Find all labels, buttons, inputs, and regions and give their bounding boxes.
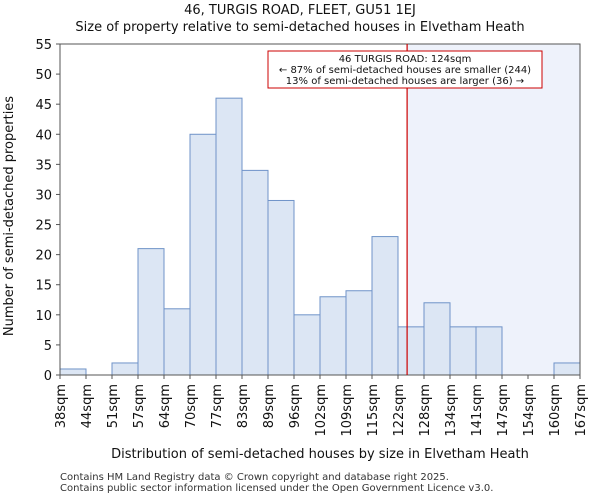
y-tick-label-40: 40: [35, 128, 52, 143]
x-tick-label-167sqm: 167sqm: [574, 384, 589, 437]
bar-160sqm: [553, 362, 581, 376]
x-tick-label-109sqm: 109sqm: [340, 384, 355, 437]
x-tick-label-96sqm: 96sqm: [288, 384, 303, 428]
y-tick-label-25: 25: [35, 219, 52, 234]
bar-122sqm: [397, 326, 425, 376]
bar-64sqm: [163, 308, 191, 376]
x-tick-label-64sqm: 64sqm: [158, 384, 173, 428]
y-tick-label-55: 55: [35, 38, 52, 53]
bar-141sqm: [475, 326, 503, 376]
x-tick-label-38sqm: 38sqm: [54, 384, 69, 428]
y-axis-label: Number of semi-detached properties: [2, 96, 17, 336]
annotation-line-3: 13% of semi-detached houses are larger (…: [286, 76, 524, 87]
y-tick-label-50: 50: [35, 68, 52, 83]
annotation-line-1: 46 TURGIS ROAD: 124sqm: [339, 54, 472, 65]
x-tick-label-83sqm: 83sqm: [236, 384, 251, 428]
x-tick-label-102sqm: 102sqm: [314, 384, 329, 437]
x-tick-label-70sqm: 70sqm: [184, 384, 199, 428]
x-axis-label: Distribution of semi-detached houses by …: [111, 447, 529, 462]
bar-38sqm: [59, 368, 87, 376]
x-tick-label-154sqm: 154sqm: [522, 384, 537, 437]
annotation-box: [267, 50, 543, 89]
y-tick-label-30: 30: [35, 188, 52, 203]
footer-line-1: Contains HM Land Registry data © Crown c…: [60, 472, 449, 483]
x-tick-label-128sqm: 128sqm: [418, 384, 433, 437]
x-tick-label-57sqm: 57sqm: [132, 384, 147, 428]
bar-57sqm: [137, 248, 165, 376]
y-tick-label-0: 0: [44, 369, 52, 384]
bar-83sqm: [241, 169, 269, 376]
bar-51sqm: [111, 362, 139, 376]
chart-title: 46, TURGIS ROAD, FLEET, GU51 1EJ: [184, 3, 416, 18]
y-tick-label-10: 10: [35, 309, 52, 324]
bar-128sqm: [423, 302, 451, 376]
x-tick-label-89sqm: 89sqm: [262, 384, 277, 428]
y-tick-label-45: 45: [35, 98, 52, 113]
y-tick-label-20: 20: [35, 249, 52, 264]
x-tick-label-77sqm: 77sqm: [210, 384, 225, 428]
bar-102sqm: [319, 296, 347, 376]
y-tick-label-5: 5: [44, 339, 52, 354]
x-tick-label-115sqm: 115sqm: [366, 384, 381, 437]
bar-96sqm: [293, 314, 321, 376]
bar-134sqm: [449, 326, 477, 376]
footer-line-2: Contains public sector information licen…: [60, 483, 494, 494]
chart-subtitle: Size of property relative to semi-detach…: [75, 20, 525, 35]
y-tick-label-15: 15: [35, 279, 52, 294]
bar-115sqm: [371, 236, 399, 376]
x-tick-label-147sqm: 147sqm: [496, 384, 511, 437]
bar-109sqm: [345, 290, 373, 376]
x-tick-label-51sqm: 51sqm: [106, 384, 121, 428]
bar-89sqm: [267, 199, 295, 376]
x-tick-label-141sqm: 141sqm: [470, 384, 485, 437]
bar-70sqm: [189, 133, 217, 376]
bar-77sqm: [215, 97, 243, 376]
x-tick-label-160sqm: 160sqm: [548, 384, 563, 437]
y-tick-label-35: 35: [35, 158, 52, 173]
annotation-line-2: ← 87% of semi-detached houses are smalle…: [279, 65, 531, 76]
x-tick-label-134sqm: 134sqm: [444, 384, 459, 437]
x-tick-label-44sqm: 44sqm: [80, 384, 95, 428]
x-tick-label-122sqm: 122sqm: [392, 384, 407, 437]
